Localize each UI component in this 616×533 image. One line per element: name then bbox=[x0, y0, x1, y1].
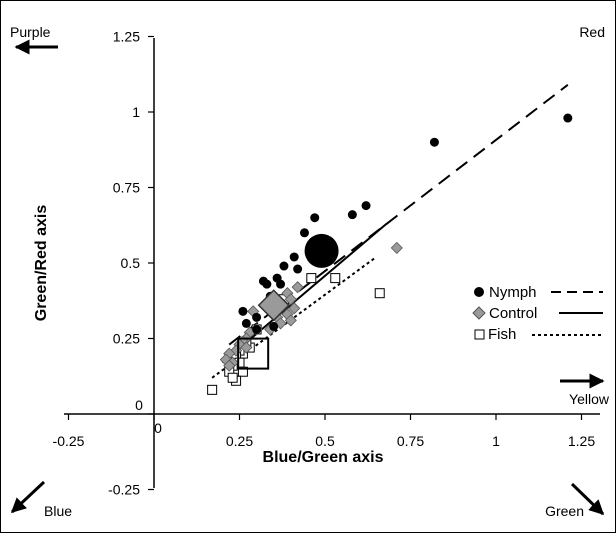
y-axis-title: Green/Red axis bbox=[33, 205, 50, 322]
nymph-point bbox=[262, 279, 272, 289]
control-mean-marker bbox=[257, 289, 290, 322]
nymph-point bbox=[252, 312, 262, 322]
corner-label-red: Red bbox=[579, 24, 605, 40]
nymph-point bbox=[299, 228, 309, 238]
corner-label-yellow: Yellow bbox=[569, 391, 610, 407]
fish-mean-marker bbox=[237, 337, 270, 370]
nymph-point bbox=[293, 264, 303, 274]
x-tick-label: 0 bbox=[154, 420, 162, 436]
control-point bbox=[223, 359, 236, 372]
legend: Nymph Control Fish bbox=[472, 284, 603, 343]
x-ticks: -0.25 0 0.25 0.5 0.75 1 1.25 bbox=[53, 414, 595, 449]
control-point bbox=[284, 314, 297, 327]
nymph-point bbox=[252, 324, 262, 334]
nymph-point bbox=[279, 261, 289, 271]
control-point bbox=[291, 281, 304, 294]
x-tick-label: 1.25 bbox=[568, 433, 595, 449]
control-point bbox=[390, 241, 403, 254]
control-point bbox=[288, 302, 301, 315]
nymph-point bbox=[310, 213, 320, 223]
legend-fish-marker bbox=[474, 329, 485, 340]
corner-label-purple: Purple bbox=[10, 24, 51, 40]
legend-nymph-label: Nymph bbox=[489, 284, 537, 301]
blue-arrow-icon bbox=[10, 480, 46, 514]
nymph-point bbox=[269, 321, 279, 331]
y-tick-label: 0.75 bbox=[113, 180, 140, 196]
legend-nymph-marker bbox=[474, 287, 484, 297]
nymph-point bbox=[238, 306, 248, 316]
fish-trend-line bbox=[211, 256, 377, 379]
green-arrow-icon bbox=[570, 482, 605, 516]
y-tick-label: 0.25 bbox=[113, 331, 140, 347]
nymph-mean-marker bbox=[304, 233, 339, 268]
nymph-point bbox=[429, 137, 439, 147]
fish-point bbox=[227, 372, 238, 383]
corner-label-green: Green bbox=[545, 503, 584, 519]
nymph-point bbox=[563, 113, 573, 123]
x-tick-label: 0.25 bbox=[226, 433, 253, 449]
fish-point bbox=[207, 384, 218, 395]
fish-point bbox=[306, 273, 317, 284]
legend-control-marker bbox=[472, 306, 486, 320]
legend-fish-label: Fish bbox=[488, 326, 516, 343]
data-points bbox=[207, 113, 573, 395]
legend-control-label: Control bbox=[489, 305, 537, 322]
x-tick-label: 0.75 bbox=[397, 433, 424, 449]
y-ticks: -0.25 0 0.25 0.5 0.75 1 1.25 bbox=[108, 29, 154, 498]
control-point bbox=[240, 341, 253, 354]
control-point bbox=[284, 293, 297, 306]
nymph-point bbox=[276, 279, 286, 289]
y-tick-label: -0.25 bbox=[108, 482, 140, 498]
y-tick-label: 0 bbox=[135, 397, 143, 413]
x-tick-label: 1 bbox=[492, 433, 500, 449]
mean-markers bbox=[237, 233, 339, 370]
fish-point bbox=[237, 366, 248, 377]
x-axis-title: Blue/Green axis bbox=[263, 449, 384, 466]
fish-point bbox=[374, 288, 385, 299]
fish-point bbox=[330, 273, 341, 284]
corner-label-blue: Blue bbox=[44, 503, 72, 519]
y-tick-label: 0.5 bbox=[121, 255, 141, 271]
nymph-point bbox=[241, 318, 251, 328]
x-tick-label: -0.25 bbox=[53, 433, 85, 449]
y-tick-label: 1.25 bbox=[113, 29, 140, 45]
nymph-point bbox=[289, 252, 299, 262]
y-tick-label: 1 bbox=[132, 104, 140, 120]
nymph-point bbox=[347, 210, 357, 220]
nymph-point bbox=[361, 201, 371, 211]
x-tick-label: 0.5 bbox=[315, 433, 335, 449]
